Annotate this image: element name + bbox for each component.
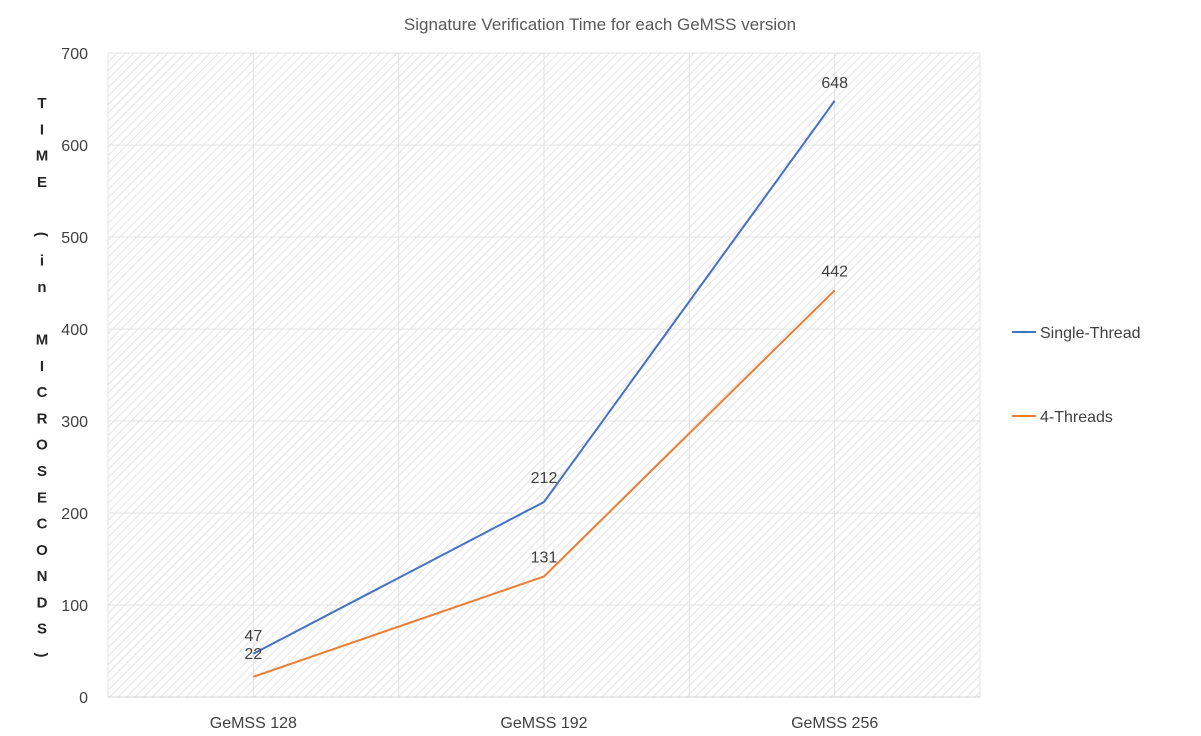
- y-axis-label-char: N: [37, 568, 48, 585]
- y-axis-label-char: D: [37, 594, 48, 611]
- legend-label: 4-Threads: [1040, 409, 1113, 426]
- y-axis-label-char: O: [36, 542, 48, 559]
- y-axis-label-char: M: [36, 332, 49, 349]
- y-tick-label: 200: [61, 506, 88, 523]
- y-axis-label-char: C: [37, 516, 48, 533]
- y-axis-label-char: R: [37, 410, 48, 427]
- y-axis-label-char: C: [37, 384, 48, 401]
- y-tick-label: 400: [61, 322, 88, 339]
- y-axis-label-char: I: [40, 358, 44, 375]
- y-axis-label-char: M: [36, 148, 49, 165]
- y-tick-label: 300: [61, 414, 88, 431]
- data-label: 442: [821, 263, 848, 280]
- y-axis-label-char: ): [33, 653, 50, 658]
- y-tick-label: 600: [61, 138, 88, 155]
- x-tick-label: GeMSS 256: [791, 715, 878, 732]
- y-tick-label: 700: [61, 46, 88, 63]
- chart-title: Signature Verification Time for each GeM…: [404, 15, 796, 34]
- data-label: 47: [244, 628, 262, 645]
- data-label: 648: [821, 75, 848, 92]
- data-label: 22: [244, 646, 262, 663]
- series-line-4-threads: [253, 289, 836, 678]
- x-tick-label: GeMSS 192: [500, 715, 587, 732]
- y-axis-label-char: S: [37, 463, 47, 480]
- data-label: 131: [531, 549, 558, 566]
- y-axis-label-char: I: [40, 121, 44, 138]
- y-axis-label-char: S: [37, 621, 47, 638]
- series-line-single-thread: [252, 100, 836, 655]
- y-tick-label: 100: [61, 598, 88, 615]
- y-axis-label-char: E: [37, 489, 47, 506]
- y-axis-label-char: i: [40, 253, 44, 270]
- legend-item: Single-Thread: [1012, 325, 1141, 342]
- y-axis-label-char: O: [36, 437, 48, 454]
- y-tick-label: 500: [61, 230, 88, 247]
- y-tick-label: 0: [79, 690, 88, 707]
- data-label: 212: [531, 470, 558, 487]
- legend-label: Single-Thread: [1040, 325, 1141, 342]
- y-axis-label-char: n: [37, 279, 46, 296]
- y-axis-label-char: (: [33, 232, 50, 237]
- x-tick-label: GeMSS 128: [210, 715, 297, 732]
- y-axis-label-char: T: [37, 95, 46, 112]
- y-axis-label-char: E: [37, 174, 47, 191]
- legend-item: 4-Threads: [1012, 409, 1113, 426]
